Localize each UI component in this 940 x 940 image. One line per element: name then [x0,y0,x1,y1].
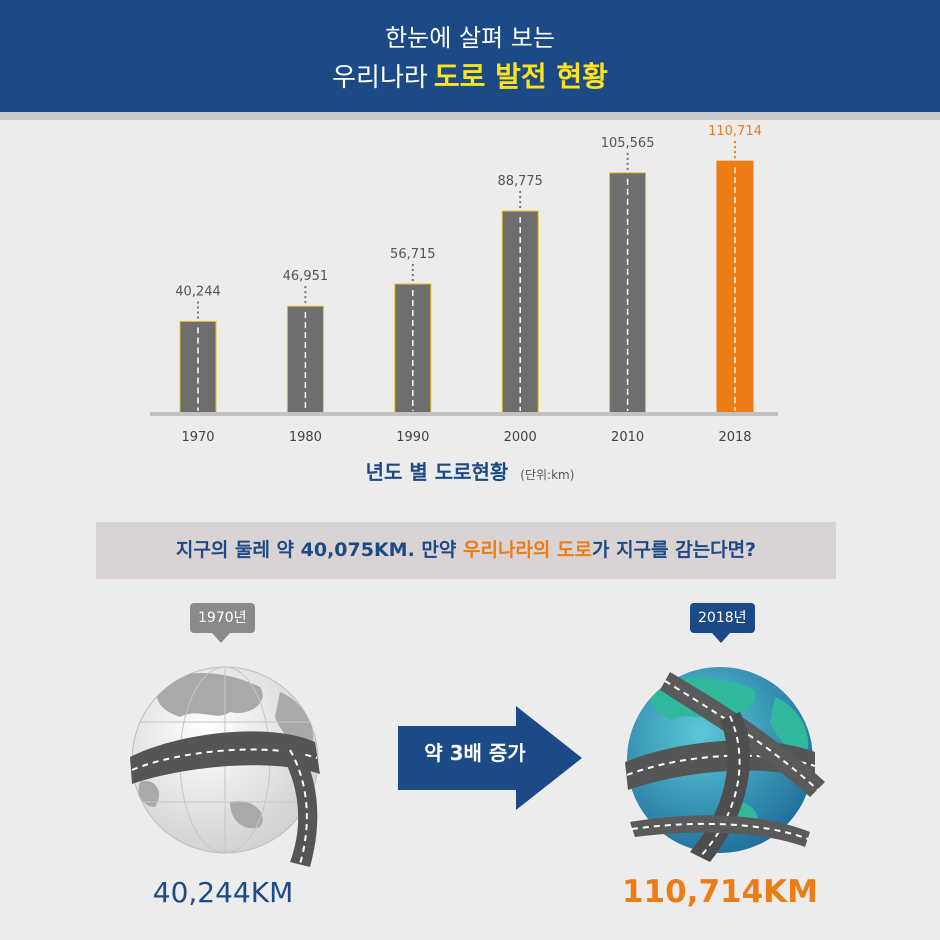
question-banner: 지구의 둘레 약 40,075KM. 만약 우리나라의 도로가 지구를 감는다면… [96,522,836,579]
header-banner: 한눈에 살펴 보는 우리나라 도로 발전 현황 [0,0,940,112]
tick-label-1990: 1990 [396,430,429,445]
value-label-2000: 88,775 [497,174,543,189]
km-value-2018: 110,714KM [621,874,819,910]
tick-label-2000: 2000 [504,430,537,445]
chart-unit: (단위:km) [520,468,575,482]
value-label-2018: 110,714 [708,124,762,139]
km-value-1970: 40,244KM [152,876,294,909]
value-label-2010: 105,565 [601,136,655,151]
header-subtitle: 한눈에 살펴 보는 [385,24,555,52]
value-label-1970: 40,244 [175,284,221,299]
tick-label-2018: 2018 [718,430,751,445]
tick-label-2010: 2010 [611,430,644,445]
header-title: 우리나라 도로 발전 현황 [0,55,940,95]
blue-globe-roads-icon [625,667,825,862]
arrow-label: 약 3배 증가 [424,741,526,765]
question-prefix: 지구의 둘레 약 40,075KM. 만약 [175,539,463,561]
gray-globe-road-icon [130,666,320,867]
value-label-1990: 56,715 [390,247,436,262]
tick-label-1980: 1980 [289,430,322,445]
year-tag-2018: 2018년 [690,603,755,633]
question-suffix: 가 지구를 감는다면? [591,539,757,561]
right-arrow-icon [398,706,582,810]
header-title-prefix: 우리나라 [332,63,428,93]
year-tag-1970-pointer [212,633,230,643]
year-tag-2018-pointer [712,633,730,643]
question-highlight: 우리나라의 도로 [463,539,592,561]
header-title-highlight: 도로 발전 현황 [433,60,608,93]
chart-caption: 년도 별 도로현황 (단위:km) [0,456,940,485]
value-label-1980: 46,951 [283,269,329,284]
year-tag-1970: 1970년 [190,603,255,633]
tick-label-1970: 1970 [181,430,214,445]
bar-chart: 40,244 1970 46,951 1980 56,715 1990 88,775 2000… [150,124,778,445]
chart-title: 년도 별 도로현황 [365,460,509,484]
header-shadow [0,112,940,120]
